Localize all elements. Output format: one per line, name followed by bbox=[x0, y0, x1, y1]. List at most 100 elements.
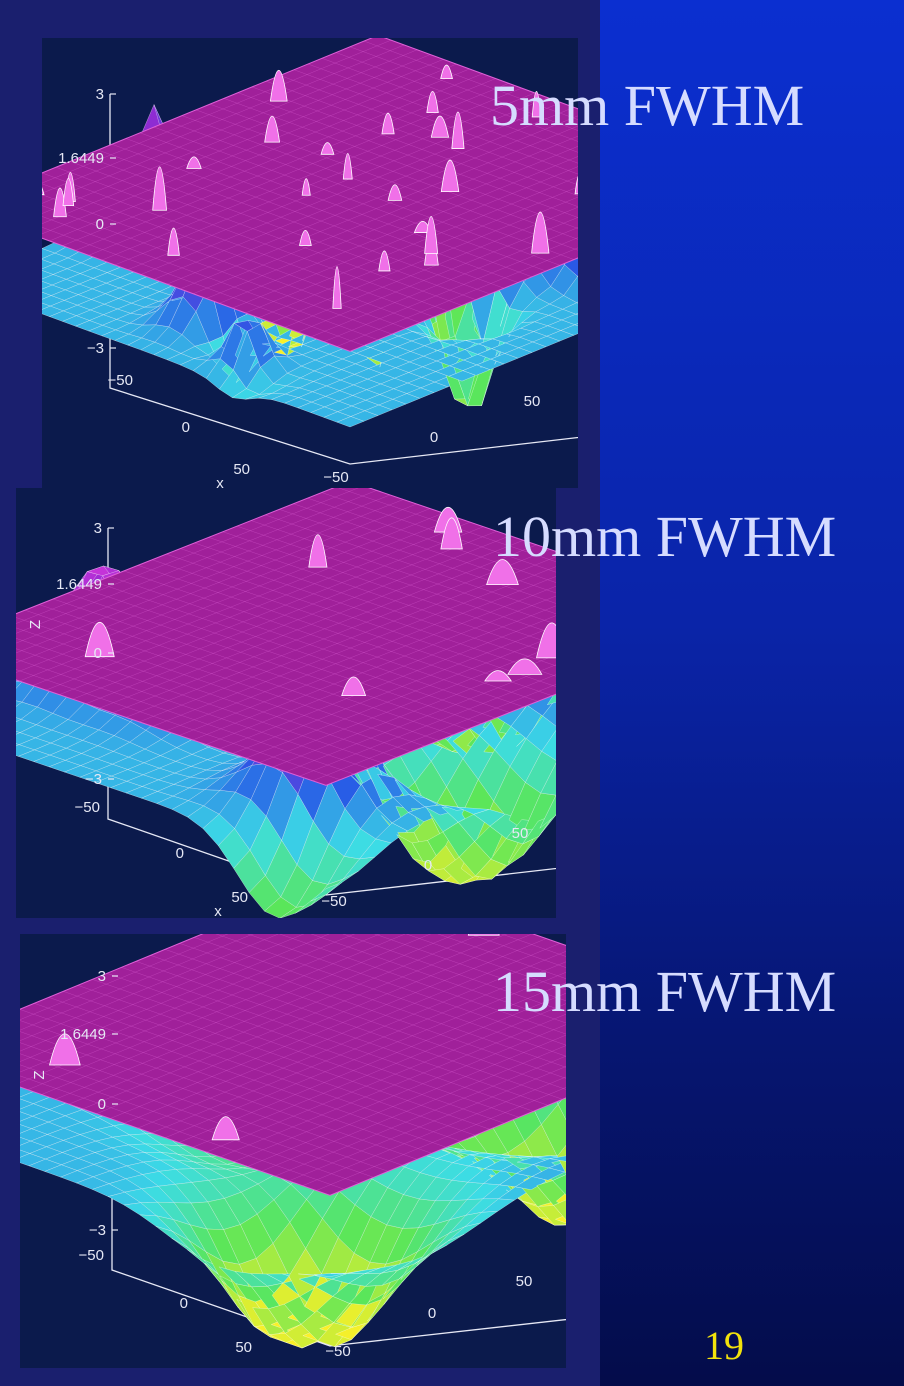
x-tick-label: 50 bbox=[233, 461, 250, 478]
peak-blob bbox=[299, 229, 312, 246]
y-tick-label: −50 bbox=[323, 469, 348, 486]
peak-blob bbox=[531, 91, 542, 118]
x-tick-label: 50 bbox=[235, 1339, 252, 1356]
z-tick-label: 1.6449 bbox=[58, 150, 104, 167]
peak-blob bbox=[531, 211, 550, 254]
surface-chart-5mm: 3 1.6449 0 −3 −50 0 50 −50 0 50 x bbox=[42, 38, 578, 488]
base-axis-lines bbox=[109, 348, 578, 465]
peak-blob bbox=[152, 166, 167, 211]
y-tick-label: −50 bbox=[321, 893, 346, 910]
peak-blob bbox=[430, 115, 450, 138]
peak-blob bbox=[378, 250, 391, 272]
peak-blob bbox=[269, 69, 288, 102]
peak-blob bbox=[320, 142, 335, 155]
surface-chart-15mm: 3 1.6449 0 −3 −50 0 50 −50 0 50 Z bbox=[20, 934, 566, 1368]
z-axis-label: Z bbox=[31, 1070, 48, 1079]
peak-blob bbox=[467, 934, 500, 936]
peak-blob bbox=[451, 111, 465, 149]
page-number: 19 bbox=[704, 1323, 744, 1368]
x-tick-label: 0 bbox=[176, 845, 184, 862]
surface-cell bbox=[554, 1224, 566, 1226]
peak-blob bbox=[211, 1116, 240, 1141]
surface-cell bbox=[553, 1199, 566, 1221]
peak-blob bbox=[484, 670, 512, 682]
peak-blob bbox=[381, 112, 395, 135]
surface-chart-10mm-svg: 3 1.6449 0 −3 −50 0 50 −50 0 50 Zx bbox=[16, 488, 556, 918]
z-tick-label: 0 bbox=[98, 1096, 106, 1113]
z-tick-label: 3 bbox=[96, 86, 104, 103]
peak-blob bbox=[507, 658, 543, 675]
y-tick-label: 50 bbox=[524, 393, 541, 410]
z-tick-label: −3 bbox=[87, 340, 104, 357]
z-tick-label: 1.6449 bbox=[60, 1026, 106, 1043]
z-tick-label: 3 bbox=[94, 520, 102, 537]
x-tick-label: −50 bbox=[79, 1247, 104, 1264]
surface-chart-15mm-svg: 3 1.6449 0 −3 −50 0 50 −50 0 50 Z bbox=[20, 934, 566, 1360]
peak-blob bbox=[308, 534, 328, 568]
x-tick-label: 50 bbox=[231, 889, 248, 906]
peak-blob bbox=[486, 559, 519, 585]
peak-blob bbox=[301, 178, 311, 196]
peak-blob bbox=[53, 187, 67, 218]
threshold-plane bbox=[20, 934, 566, 1196]
peak-blob bbox=[440, 159, 460, 193]
y-tick-label: 50 bbox=[516, 1273, 533, 1290]
threshold-peaks bbox=[84, 507, 556, 697]
threshold-plane bbox=[16, 488, 556, 786]
peak-blob bbox=[167, 227, 180, 256]
peak-blob bbox=[49, 1033, 81, 1066]
x-axis-label: x bbox=[214, 903, 222, 918]
x-tick-label: 0 bbox=[182, 419, 190, 436]
surface-cell bbox=[576, 301, 578, 304]
surface-cell bbox=[541, 730, 556, 761]
surface-cell bbox=[16, 743, 20, 747]
z-axis-label: Z bbox=[27, 620, 44, 629]
surface-cell bbox=[542, 698, 556, 727]
x-tick-label: −50 bbox=[108, 372, 133, 389]
z-tick-label: 0 bbox=[96, 216, 104, 233]
peak-blob bbox=[387, 184, 403, 201]
peak-blob bbox=[424, 216, 439, 254]
z-tick-label: 1.6449 bbox=[56, 576, 102, 593]
x-axis-label: x bbox=[216, 475, 224, 488]
x-tick-label: 0 bbox=[180, 1295, 188, 1312]
z-tick-label: −3 bbox=[89, 1222, 106, 1239]
y-tick-label: 0 bbox=[424, 857, 432, 874]
peak-blob bbox=[440, 517, 463, 550]
chart-title-10mm: 10mm FWHM bbox=[493, 504, 837, 569]
surface-cell bbox=[16, 730, 21, 735]
threshold-plane-grid bbox=[16, 488, 556, 782]
peak-blob bbox=[332, 266, 342, 309]
threshold-peaks bbox=[49, 934, 500, 1141]
chart-title-15mm: 15mm FWHM bbox=[493, 959, 837, 1024]
y-tick-label: 0 bbox=[428, 1305, 436, 1322]
peak-blob bbox=[535, 622, 556, 659]
peak-blob bbox=[426, 91, 439, 114]
peak-blob bbox=[42, 187, 45, 196]
surface-cell bbox=[540, 762, 556, 796]
peak-blob bbox=[186, 156, 202, 169]
z-tick-label: 0 bbox=[94, 645, 102, 662]
surface-cell bbox=[555, 814, 556, 816]
threshold-peaks bbox=[42, 64, 578, 309]
base-axis-lines bbox=[111, 1230, 566, 1347]
surface-cell bbox=[575, 313, 578, 316]
y-tick-label: −50 bbox=[325, 1343, 350, 1360]
peak-blob bbox=[62, 178, 75, 207]
surface-cell bbox=[16, 717, 22, 723]
z-tick-label: −3 bbox=[85, 771, 102, 788]
chart-title-5mm: 5mm FWHM bbox=[490, 73, 805, 138]
peak-blob bbox=[342, 153, 353, 180]
surface-cell bbox=[546, 690, 556, 706]
surface-cell bbox=[560, 324, 578, 336]
peak-blob bbox=[341, 676, 367, 697]
x-tick-label: −50 bbox=[75, 799, 100, 816]
peak-blob bbox=[264, 116, 281, 143]
y-tick-label: 50 bbox=[512, 825, 529, 842]
peak-blob bbox=[574, 175, 578, 195]
surface-cell bbox=[574, 323, 578, 327]
y-tick-label: 0 bbox=[430, 429, 438, 446]
surface-cell bbox=[552, 1174, 566, 1196]
